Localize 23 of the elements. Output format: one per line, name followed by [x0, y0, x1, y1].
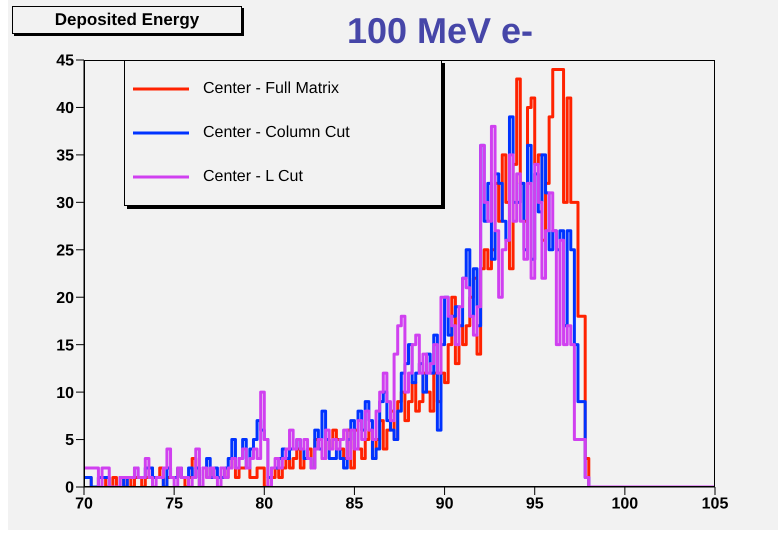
- y-tick-label: 30: [56, 195, 74, 212]
- y-tick-label: 5: [65, 432, 74, 450]
- y-tick-label: 0: [65, 480, 74, 497]
- x-tick-label: 105: [702, 495, 728, 512]
- x-tick-label: 90: [436, 495, 454, 512]
- chart-title: Deposited Energy: [12, 6, 242, 34]
- x-tick-label: 80: [255, 495, 274, 512]
- y-tick-label: 45: [56, 52, 74, 70]
- legend-label: Center - Column Cut: [203, 124, 350, 142]
- x-tick-label: 95: [526, 495, 544, 512]
- y-tick-label: 40: [56, 100, 74, 118]
- x-tick-label: 85: [346, 495, 364, 512]
- chart-subtitle: 100 MeV e-: [346, 10, 534, 52]
- y-tick-label: 15: [56, 337, 74, 354]
- y-tick-label: 10: [56, 384, 74, 402]
- y-tick-label: 20: [56, 290, 74, 307]
- y-tick-label: 35: [56, 148, 74, 165]
- legend-label: Center - L Cut: [203, 168, 303, 186]
- y-tick-label: 25: [56, 242, 74, 260]
- x-tick-label: 75: [165, 495, 184, 512]
- legend-label: Center - Full Matrix: [203, 80, 340, 98]
- x-tick-label: 70: [75, 495, 93, 512]
- x-tick-label: 100: [612, 495, 638, 512]
